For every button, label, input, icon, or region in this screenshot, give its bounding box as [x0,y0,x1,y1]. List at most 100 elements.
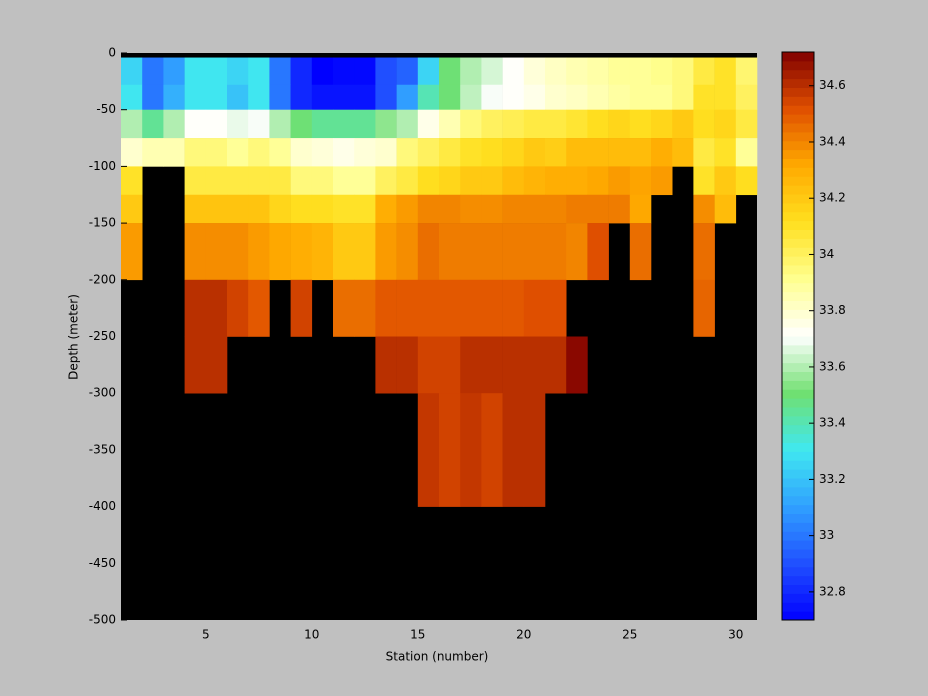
colorbar-swatch [782,407,814,417]
colorbar-swatch [782,522,814,532]
colorbar-swatch [782,87,814,97]
x-tick-label: 30 [728,628,743,642]
heat-cell [672,109,694,139]
colorbar-swatch [782,229,814,239]
heat-cell [460,84,482,110]
colorbar-swatch [782,273,814,284]
heat-cell [121,109,143,139]
heat-cell [460,223,482,281]
y-tick-label: -50 [96,102,116,116]
heat-cell [460,57,482,86]
heat-cell [481,223,503,281]
colorbar-swatch [782,566,814,577]
heat-cell [481,166,503,196]
colorbar-tick-label: 32.8 [819,584,846,598]
heat-cell [566,138,588,167]
heat-cell [481,279,503,337]
heat-cell [311,138,334,167]
heat-cell [333,109,355,139]
heat-cell [502,194,525,224]
heat-cell [163,57,185,86]
colorbar-swatch [782,96,814,106]
heat-cell [693,194,715,224]
heat-cell [375,138,397,167]
colorbar-swatch [782,220,814,230]
heat-cell [375,166,397,196]
colorbar-swatch [782,105,814,115]
heat-cell [205,223,228,281]
heat-cell [587,138,609,167]
colorbar-swatch [782,513,814,523]
heat-cell [290,279,313,337]
heat-cell [481,138,503,167]
heat-cell [184,223,207,281]
heat-cell [566,84,588,110]
heat-cell [481,109,503,139]
heat-cell [460,279,482,337]
heat-cell [502,138,525,167]
heat-cell [248,194,270,224]
heat-cell [333,84,355,110]
heat-cell [354,57,376,86]
heat-cell [502,109,525,139]
heat-cell [311,166,334,196]
heat-cell [269,109,291,139]
heat-cell [311,194,334,224]
colorbar-swatch [782,256,814,266]
colorbar-tick-label: 33 [819,528,834,542]
heat-cell [227,84,249,110]
heat-cell [269,84,291,110]
heat-cell [290,223,313,281]
heat-cell [417,138,440,167]
heat-cell [375,279,397,337]
colorbar-swatch [782,495,814,506]
colorbar-swatch [782,300,814,310]
heat-cell [290,109,313,139]
heat-cell [290,138,313,167]
heat-cell [290,194,313,224]
colorbar-swatch [782,593,814,603]
heat-cell [735,166,758,196]
heat-cell [566,336,588,394]
heat-cell [396,166,419,196]
colorbar-swatch [782,486,814,497]
heat-cell [142,138,164,167]
colorbar-swatch [782,353,814,364]
heat-cell [714,194,737,224]
heat-cell [566,223,588,281]
colorbar-swatch [782,478,814,488]
heat-cell [184,84,207,110]
heat-cell [205,57,228,86]
heat-cell [460,194,482,224]
heat-cell [735,138,758,167]
heat-cell [290,84,313,110]
heat-cell [523,279,546,337]
heat-cell [460,166,482,196]
heat-cell [248,279,270,337]
colorbar-swatch [782,336,814,346]
heat-cell [354,194,376,224]
y-tick-label: -150 [89,216,116,230]
heat-cell [545,223,567,281]
heat-cell [417,109,440,139]
heat-cell [714,138,737,167]
heat-cell [142,109,164,139]
heat-cell [502,393,525,507]
heat-cell [587,57,609,86]
heat-cell [163,138,185,167]
heat-cell [184,336,207,394]
y-tick-label: -350 [89,442,116,456]
heat-cell [354,138,376,167]
colorbar-swatch [782,52,814,62]
heat-cell [311,223,334,281]
heat-cell [248,223,270,281]
x-tick-label: 20 [516,628,531,642]
heat-cell [205,279,228,337]
heat-cell [269,57,291,86]
heat-cell [333,138,355,167]
heat-cell [375,57,397,86]
colorbar-tick-label: 33.2 [819,472,846,486]
heat-cell [481,194,503,224]
heat-cell [587,84,609,110]
heat-cell [502,166,525,196]
